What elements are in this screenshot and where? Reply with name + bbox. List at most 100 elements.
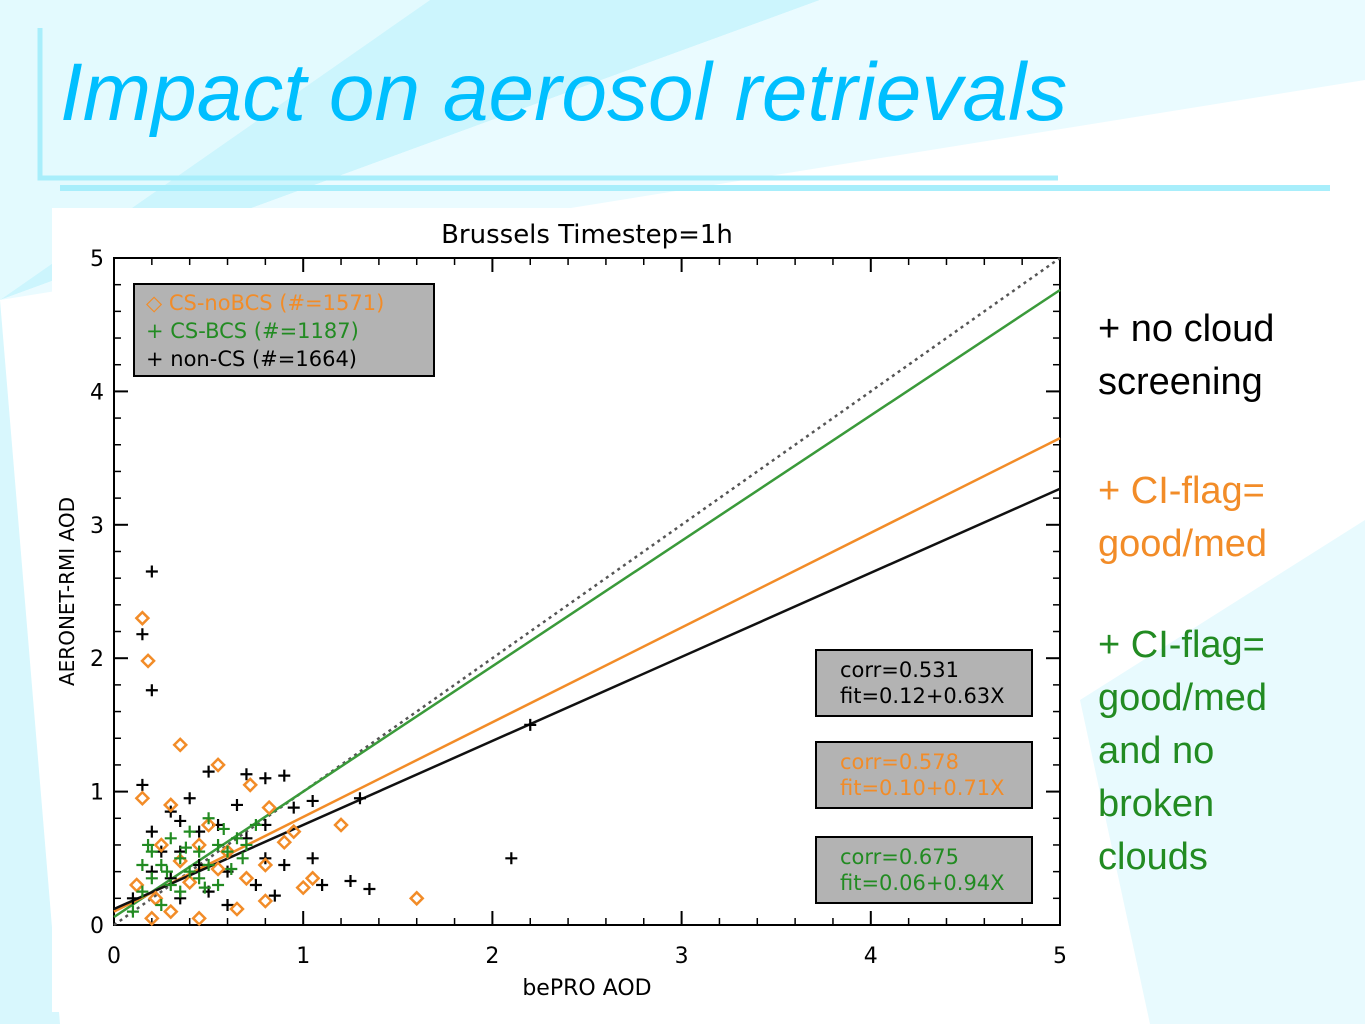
- data-point-CS-noBCS: [285, 823, 302, 840]
- data-point-CS-noBCS: [144, 910, 160, 927]
- data-point-CS-BCS: [145, 845, 158, 858]
- data-point-CS-noBCS: [242, 777, 258, 793]
- data-point-CS-noBCS: [261, 799, 277, 816]
- stat-box: [815, 741, 1033, 809]
- x-tick-label: 5: [1053, 944, 1067, 969]
- data-point-CS-BCS: [193, 845, 206, 858]
- fit-line: [113, 436, 1061, 913]
- data-point-CS-BCS: [183, 865, 196, 878]
- data-point-CS-BCS: [155, 898, 168, 911]
- y-tick-label: 3: [90, 514, 104, 539]
- data-point-non-CS: [145, 684, 158, 697]
- stat-box-line: corr=0.675: [840, 845, 959, 869]
- data-point-CS-noBCS: [238, 870, 255, 887]
- data-point-non-CS: [230, 798, 243, 811]
- data-point-non-CS: [505, 852, 518, 865]
- data-point-CS-noBCS: [257, 857, 274, 873]
- scatter-chart: 0 1 2 3 4 5 0 1 2 3 4 5 Brussels Timestep=1h bePRO AO…: [55, 220, 1067, 1001]
- data-point-CS-noBCS: [304, 870, 321, 887]
- data-point-CS-BCS: [202, 812, 215, 825]
- data-point-CS-BCS: [249, 818, 262, 831]
- data-point-CS-noBCS: [162, 797, 179, 813]
- y-tick-label: 5: [90, 247, 104, 272]
- data-point-CS-noBCS: [162, 903, 179, 920]
- data-point-CS-noBCS: [181, 874, 198, 891]
- data-point-CS-noBCS: [210, 757, 226, 773]
- data-point-CS-noBCS: [134, 790, 151, 807]
- fit-line: [113, 487, 1061, 911]
- stat-box: [815, 649, 1033, 717]
- data-point-CS-BCS: [155, 858, 168, 871]
- stat-box-line: corr=0.531: [840, 658, 959, 682]
- data-point-CS-BCS: [136, 858, 149, 871]
- data-point-CS-noBCS: [333, 817, 349, 833]
- data-point-non-CS: [221, 898, 234, 911]
- bg-shape: [1080, 520, 1365, 1024]
- y-axis-label: AERONET-RMI AOD: [55, 497, 79, 686]
- legend-entry: + non-CS (#=1664): [146, 347, 357, 371]
- note-ci-flag-no-broken-clouds: + CI-flag= good/med and no broken clouds: [1098, 624, 1268, 878]
- data-point-non-CS: [126, 892, 139, 905]
- data-point-CS-BCS: [221, 845, 234, 858]
- y-tick-label: 2: [90, 647, 104, 672]
- chart-panel: 0 1 2 3 4 5 0 1 2 3 4 5 Brussels Timestep=1h bePRO AO…: [52, 208, 1080, 1012]
- data-point-non-CS: [287, 801, 300, 814]
- data-point-CS-noBCS: [200, 817, 217, 833]
- chart-title: Brussels Timestep=1h: [441, 220, 733, 250]
- data-point-CS-BCS: [202, 858, 215, 871]
- data-point-non-CS: [183, 792, 196, 805]
- data-point-CS-BCS: [193, 872, 206, 885]
- data-point-non-CS: [306, 794, 319, 807]
- y-tick-label: 0: [90, 914, 104, 939]
- x-tick-label: 0: [107, 944, 121, 969]
- data-point-CS-BCS: [126, 905, 139, 918]
- x-tick-label: 4: [864, 944, 878, 969]
- legend-box: [133, 283, 435, 377]
- data-point-non-CS: [145, 565, 158, 578]
- data-point-non-CS: [278, 858, 291, 871]
- data-point-non-CS: [249, 878, 262, 891]
- data-point-CS-BCS: [179, 841, 192, 854]
- note-no-cloud-screening: + no cloud screening: [1098, 308, 1275, 403]
- data-point-CS-BCS: [136, 885, 149, 898]
- x-tick-label: 1: [296, 944, 310, 969]
- data-point-CS-BCS: [183, 825, 196, 838]
- note-ci-flag: + CI-flag= good/med: [1098, 470, 1268, 565]
- data-point-CS-BCS: [198, 881, 211, 894]
- title-frame-line: [37, 28, 1058, 181]
- data-point-CS-BCS: [174, 885, 187, 898]
- data-point-CS-BCS: [240, 838, 253, 851]
- stat-box-line: fit=0.10+0.71X: [840, 776, 1005, 800]
- data-point-CS-BCS: [236, 852, 249, 865]
- data-point-non-CS: [268, 889, 281, 902]
- data-point-CS-noBCS: [229, 901, 245, 917]
- data-point-CS-BCS: [217, 822, 230, 835]
- data-point-CS-BCS: [142, 838, 155, 851]
- data-point-CS-noBCS: [191, 910, 207, 927]
- data-point-CS-BCS: [164, 832, 177, 845]
- stat-box: [815, 836, 1033, 904]
- stat-box-line: fit=0.06+0.94X: [840, 871, 1005, 895]
- legend-entry: + CS-BCS (#=1187): [146, 319, 359, 343]
- data-point-CS-noBCS: [257, 893, 274, 909]
- stat-box-line: fit=0.12+0.63X: [840, 684, 1005, 708]
- data-point-non-CS: [524, 718, 537, 731]
- data-point-CS-noBCS: [276, 834, 293, 851]
- data-point-CS-noBCS: [210, 861, 226, 877]
- data-point-non-CS: [174, 814, 187, 827]
- data-point-CS-noBCS: [172, 737, 188, 753]
- data-point-CS-BCS: [174, 852, 187, 865]
- x-axis-label: bePRO AOD: [522, 976, 651, 1001]
- x-tick-label: 2: [485, 944, 499, 969]
- data-point-non-CS: [316, 878, 329, 891]
- data-point-CS-noBCS: [140, 653, 156, 669]
- data-point-CS-BCS: [230, 832, 243, 845]
- stat-box-line: corr=0.578: [840, 750, 959, 774]
- data-point-CS-BCS: [212, 838, 225, 851]
- data-point-CS-noBCS: [153, 837, 170, 853]
- data-point-non-CS: [344, 874, 357, 887]
- y-tick-label: 4: [90, 380, 104, 405]
- bg-shape: [0, 300, 60, 1024]
- data-point-CS-BCS: [225, 862, 238, 875]
- data-point-non-CS: [240, 768, 253, 781]
